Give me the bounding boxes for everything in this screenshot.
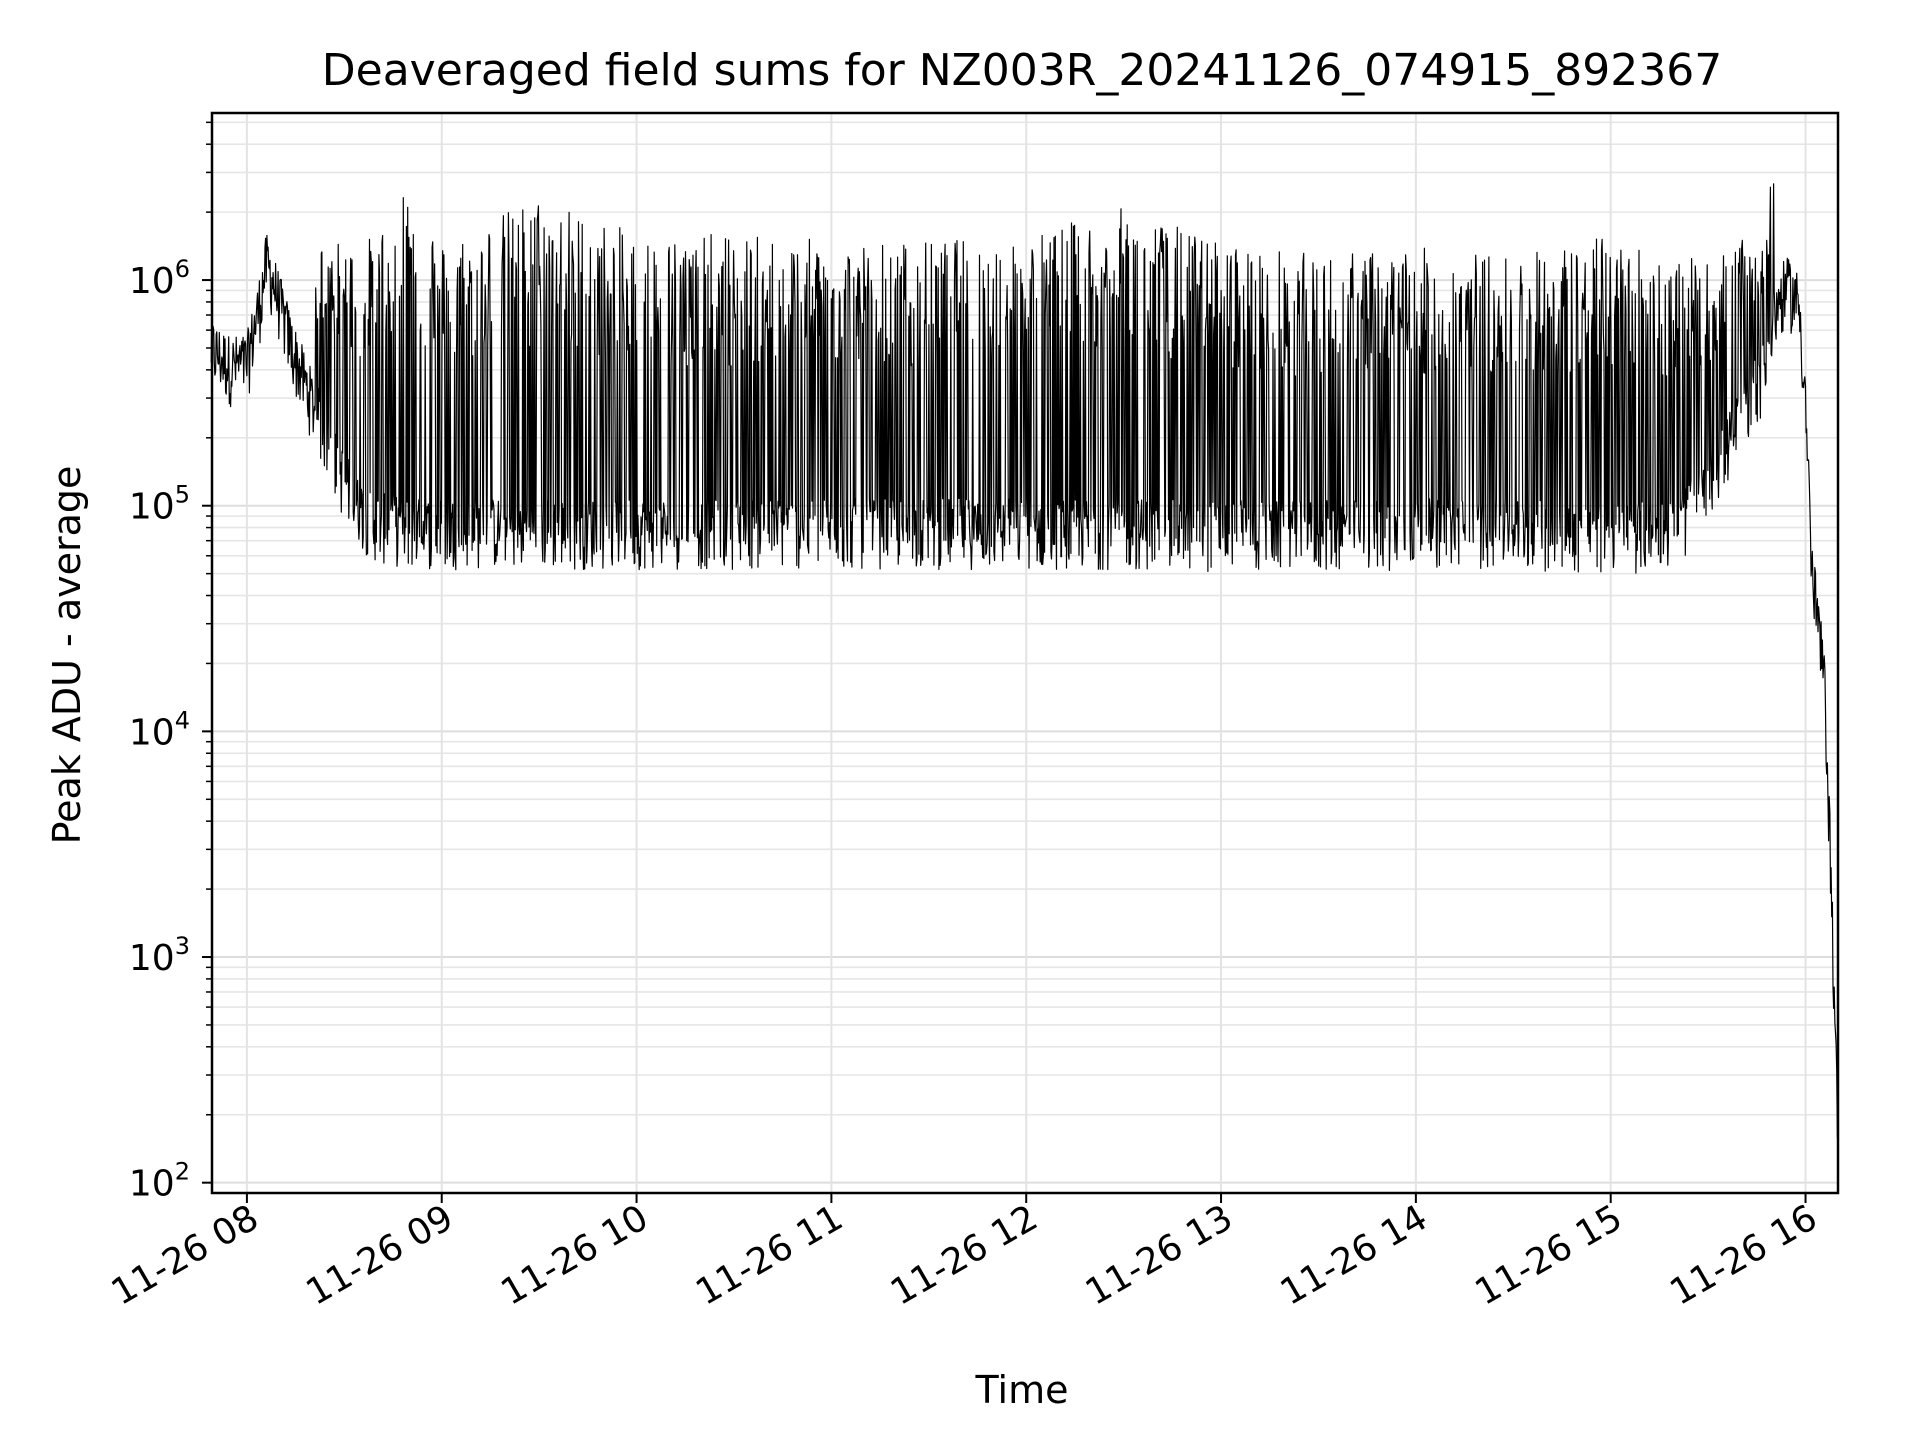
series-line (210, 183, 1839, 1138)
y-axis: 102 103 104 105 106 (129, 255, 212, 1205)
chart-title: Deaveraged field sums for NZ003R_2024112… (322, 45, 1722, 96)
y-tick-label: 104 (129, 706, 190, 753)
y-tick-label: 103 (129, 932, 190, 979)
axes-frame (210, 111, 1840, 1195)
grid (206, 113, 1838, 1193)
x-axis-label: Time (975, 1368, 1069, 1412)
y-tick-label: 106 (129, 255, 190, 302)
y-axis-label: Peak ADU - average (45, 466, 89, 845)
y-tick-label: 102 (129, 1158, 190, 1205)
plot-area (210, 183, 1839, 1138)
y-tick-label: 105 (129, 481, 190, 528)
